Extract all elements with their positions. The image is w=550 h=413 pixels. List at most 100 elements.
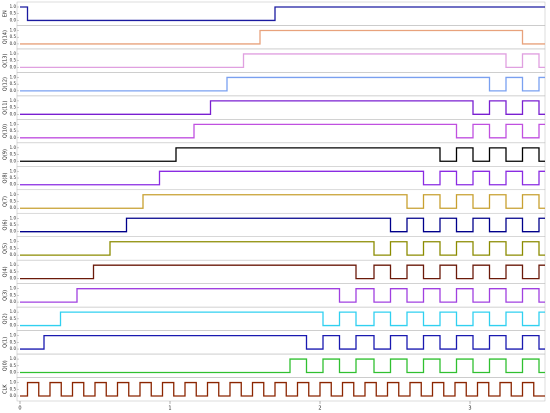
signal-line <box>20 53 545 69</box>
signal-line <box>20 6 545 22</box>
y-tick-label: 0.0 <box>10 276 17 281</box>
signal-line <box>20 358 545 374</box>
x-tick-label: 0 <box>18 406 21 412</box>
y-tick-label: 0.0 <box>10 135 17 140</box>
y-tick-label: 0.0 <box>10 393 17 398</box>
y-tick-label: 0.0 <box>10 346 17 351</box>
series-label: Q(11) <box>3 100 9 114</box>
y-tick-label: 1.0 <box>10 121 17 126</box>
y-tick-label: 0.0 <box>10 323 17 328</box>
y-tick-label: 0.5 <box>10 363 17 368</box>
signal-line <box>20 241 545 256</box>
x-tick-label: 3 <box>468 406 471 412</box>
panel-frame <box>16 330 546 355</box>
y-tick-label: 0.0 <box>10 41 17 46</box>
y-tick-label: 0.5 <box>10 105 17 110</box>
signal-line <box>20 29 545 45</box>
series-label: Q(2) <box>3 313 9 324</box>
panel-frame <box>16 1 546 26</box>
panel-frame <box>16 25 546 50</box>
y-tick-label: 0.5 <box>10 292 17 297</box>
y-tick-label: 1.0 <box>10 286 17 291</box>
signal-line <box>20 147 545 162</box>
panel-frame <box>16 283 546 308</box>
y-tick-label: 0.0 <box>10 182 17 187</box>
series-label: Q(0) <box>3 360 9 371</box>
y-tick-label: 0.0 <box>10 229 17 234</box>
y-tick-label: 0.0 <box>10 88 17 93</box>
y-tick-label: 1.0 <box>10 192 17 197</box>
y-tick-label: 0.5 <box>10 199 17 204</box>
y-tick-label: 0.5 <box>10 34 17 39</box>
y-tick-label: 1.0 <box>10 262 17 267</box>
y-tick-label: 1.0 <box>10 239 17 244</box>
series-label: Q(1) <box>3 337 9 348</box>
signal-line <box>20 100 545 115</box>
series-label: Q(5) <box>3 243 9 254</box>
y-tick-label: 1.0 <box>10 215 17 220</box>
panel-frame <box>16 236 546 261</box>
y-tick-label: 1.0 <box>10 98 17 103</box>
y-tick-label: 0.5 <box>10 386 17 391</box>
y-tick-label: 0.5 <box>10 128 17 133</box>
signal-line <box>20 123 545 139</box>
y-tick-label: 1.0 <box>10 27 17 32</box>
y-tick-label: 0.0 <box>10 17 17 22</box>
signal-line <box>20 194 545 209</box>
y-tick-label: 0.0 <box>10 299 17 304</box>
series-label: Q(14) <box>3 30 9 44</box>
panel-frame <box>16 353 546 378</box>
series-label: Q(4) <box>3 266 9 277</box>
series-label: Q(9) <box>3 149 9 160</box>
y-tick-label: 0.0 <box>10 205 17 210</box>
panel-frame <box>16 95 546 120</box>
signal-line <box>20 311 545 327</box>
panel-frame <box>16 166 546 191</box>
y-tick-label: 0.5 <box>10 175 17 180</box>
panel-frame <box>16 189 546 214</box>
y-tick-label: 1.0 <box>10 74 17 79</box>
panel-frame <box>16 119 546 144</box>
y-tick-label: 0.5 <box>10 11 17 16</box>
y-tick-label: 0.0 <box>10 64 17 69</box>
signal-line <box>20 76 545 92</box>
signal-line <box>20 170 545 186</box>
panel-frame <box>16 212 546 237</box>
y-tick-label: 0.5 <box>10 245 17 250</box>
y-tick-label: 1.0 <box>10 51 17 56</box>
signal-line <box>20 334 545 350</box>
signal-line <box>20 381 545 397</box>
y-tick-label: 0.5 <box>10 269 17 274</box>
signal-line <box>20 217 545 233</box>
y-tick-label: 1.0 <box>10 168 17 173</box>
y-tick-label: 0.5 <box>10 339 17 344</box>
signal-line <box>20 264 545 280</box>
y-tick-label: 0.0 <box>10 252 17 257</box>
y-tick-label: 1.0 <box>10 333 17 338</box>
y-tick-label: 1.0 <box>10 4 17 9</box>
panel-frame <box>16 142 546 167</box>
x-tick-label: 2 <box>318 406 321 412</box>
series-label: Q(10) <box>3 124 9 138</box>
y-tick-label: 0.5 <box>10 222 17 227</box>
series-label: Q(7) <box>3 196 9 207</box>
signal-line <box>20 288 545 303</box>
y-tick-label: 0.5 <box>10 58 17 63</box>
y-tick-label: 1.0 <box>10 145 17 150</box>
series-label: Q(12) <box>3 77 9 91</box>
y-tick-label: 1.0 <box>10 309 17 314</box>
y-tick-label: 0.0 <box>10 370 17 375</box>
panel-frame <box>16 48 546 73</box>
y-tick-label: 0.0 <box>10 158 17 163</box>
y-tick-label: 1.0 <box>10 356 17 361</box>
series-label: Q(6) <box>3 219 9 230</box>
y-tick-label: 0.0 <box>10 111 17 116</box>
series-label: Q(13) <box>3 54 9 68</box>
panel-frame <box>16 72 546 97</box>
series-label: Q(8) <box>3 172 9 183</box>
series-label: CLK <box>3 384 9 394</box>
y-tick-label: 0.5 <box>10 152 17 157</box>
series-label: Q(3) <box>3 290 9 301</box>
x-tick-label: 1 <box>168 406 171 412</box>
